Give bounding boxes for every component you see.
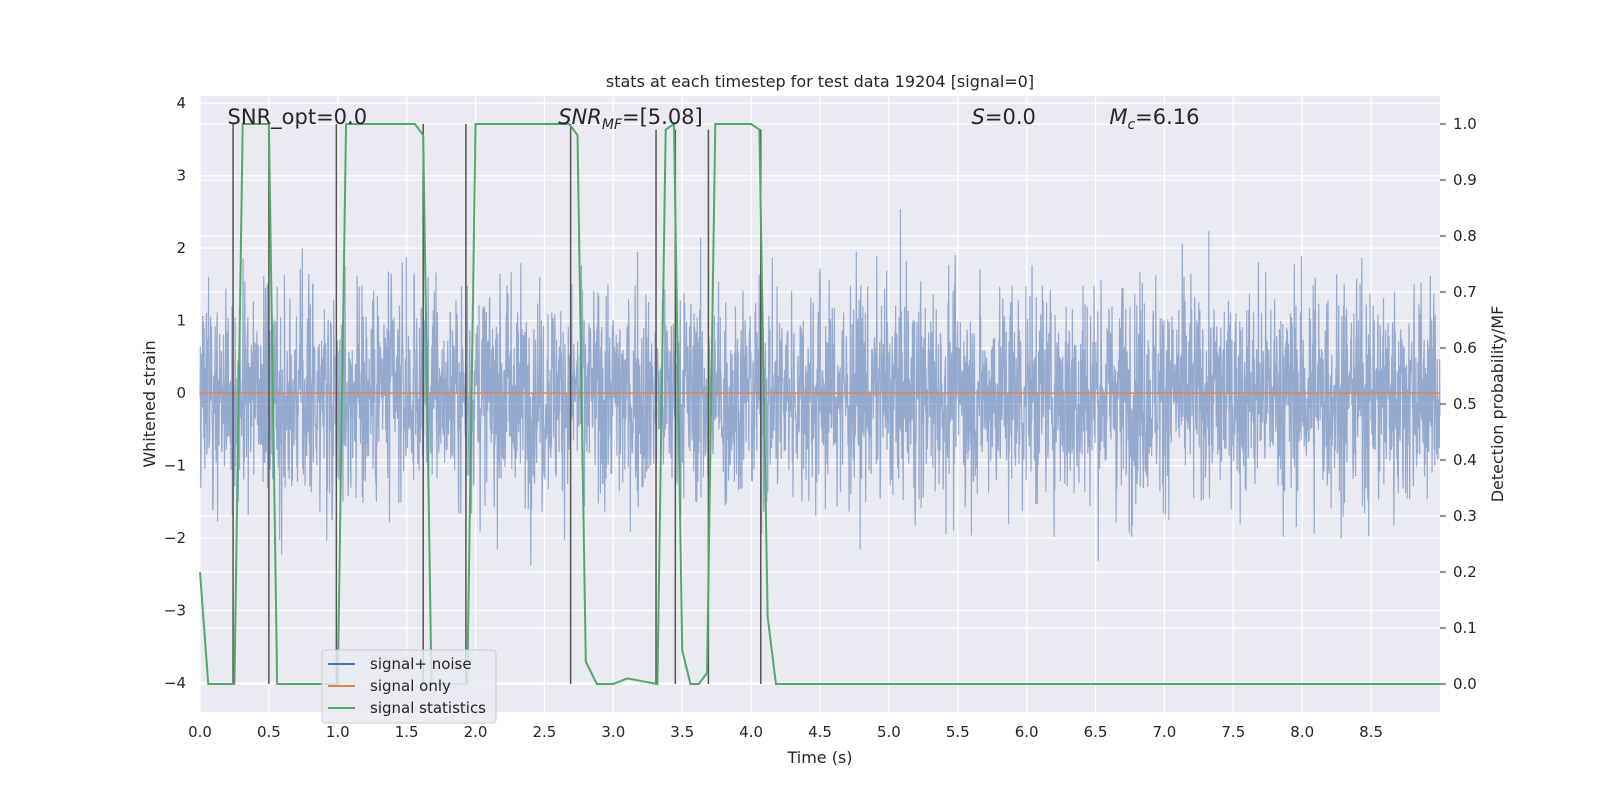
legend: signal+ noise signal only signal statist… xyxy=(321,649,497,724)
y2-tick-label: 0.5 xyxy=(1453,395,1477,413)
x-axis-ticks: 0.0 0.5 1.0 1.5 2.0 2.5 3.0 3.5 4.0 4.5 5.0 5.5 6.0 6… xyxy=(188,723,1383,741)
legend-box xyxy=(321,649,497,724)
x-tick-label: 2.0 xyxy=(464,723,488,741)
y-tick-label: 0 xyxy=(176,384,186,402)
x-tick-label: 7.0 xyxy=(1153,723,1177,741)
y2-tick-label: 0.4 xyxy=(1453,451,1477,469)
x-tick-label: 4.5 xyxy=(808,723,832,741)
legend-label-signal-only: signal only xyxy=(370,677,451,695)
x-tick-label: 3.0 xyxy=(601,723,625,741)
y-tick-label: −2 xyxy=(164,529,186,547)
x-tick-label: 5.0 xyxy=(877,723,901,741)
x-tick-label: 8.0 xyxy=(1290,723,1314,741)
y2-tick-label: 0.9 xyxy=(1453,171,1477,189)
x-tick-label: 6.0 xyxy=(1015,723,1039,741)
y2-tick-label: 0.8 xyxy=(1453,227,1477,245)
y2-tick-label: 0.0 xyxy=(1453,675,1477,693)
y-tick-label: −4 xyxy=(164,674,186,692)
y2-tick-label: 1.0 xyxy=(1453,115,1477,133)
y-tick-label: 4 xyxy=(176,94,186,112)
x-axis-label: Time (s) xyxy=(786,748,852,767)
x-tick-label: 0.5 xyxy=(257,723,281,741)
legend-label-signal-plus-noise: signal+ noise xyxy=(370,655,472,673)
y-tick-label: 2 xyxy=(176,239,186,257)
noise-trace xyxy=(199,209,1441,566)
x-tick-label: 6.5 xyxy=(1084,723,1108,741)
annotation-mc: Mc=6.16 xyxy=(1109,105,1199,133)
y2-axis-ticks: 0.0 0.1 0.2 0.3 0.4 0.5 0.6 0.7 0.8 0.9 1.0 xyxy=(1440,115,1477,693)
annotation-snr-opt: SNR_opt=0.0 xyxy=(228,105,368,130)
x-tick-label: 0.0 xyxy=(188,723,212,741)
y-tick-label: −3 xyxy=(164,602,186,620)
x-tick-label: 4.0 xyxy=(739,723,763,741)
series-signal-plus-noise xyxy=(199,209,1441,566)
y2-tick-label: 0.2 xyxy=(1453,563,1477,581)
y2-tick-label: 0.7 xyxy=(1453,283,1477,301)
y-axis-label: Whitened strain xyxy=(140,340,159,467)
y-axis-ticks: −4 −3 −2 −1 0 1 2 3 4 xyxy=(164,94,186,692)
x-tick-label: 3.5 xyxy=(670,723,694,741)
x-tick-label: 7.5 xyxy=(1221,723,1245,741)
y-tick-label: 3 xyxy=(176,167,186,185)
y2-tick-label: 0.3 xyxy=(1453,507,1477,525)
y-tick-label: −1 xyxy=(164,457,186,475)
chart-title: stats at each timestep for test data 192… xyxy=(606,72,1034,91)
x-tick-label: 1.0 xyxy=(326,723,350,741)
y2-tick-label: 0.1 xyxy=(1453,619,1477,637)
y-tick-label: 1 xyxy=(176,312,186,330)
annotations: SNR_opt=0.0 SNRMF=[5.08] S=0.0 Mc=6.16 xyxy=(228,105,1200,133)
x-tick-label: 2.5 xyxy=(533,723,557,741)
y2-tick-label: 0.6 xyxy=(1453,339,1477,357)
legend-label-signal-statistics: signal statistics xyxy=(370,699,486,717)
annotation-s: S=0.0 xyxy=(972,105,1036,129)
x-tick-label: 5.5 xyxy=(946,723,970,741)
x-tick-label: 8.5 xyxy=(1359,723,1383,741)
signal-statistics-line xyxy=(199,122,1440,686)
x-tick-label: 1.5 xyxy=(395,723,419,741)
y2-axis-label: Detection probability/MF xyxy=(1488,306,1507,503)
annotation-snr-mf: SNRMF=[5.08] xyxy=(558,105,703,133)
